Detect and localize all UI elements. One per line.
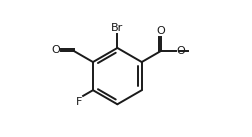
- Text: Br: Br: [111, 23, 123, 33]
- Text: O: O: [156, 26, 165, 36]
- Text: F: F: [76, 97, 82, 107]
- Text: O: O: [51, 45, 60, 55]
- Text: O: O: [176, 46, 184, 56]
